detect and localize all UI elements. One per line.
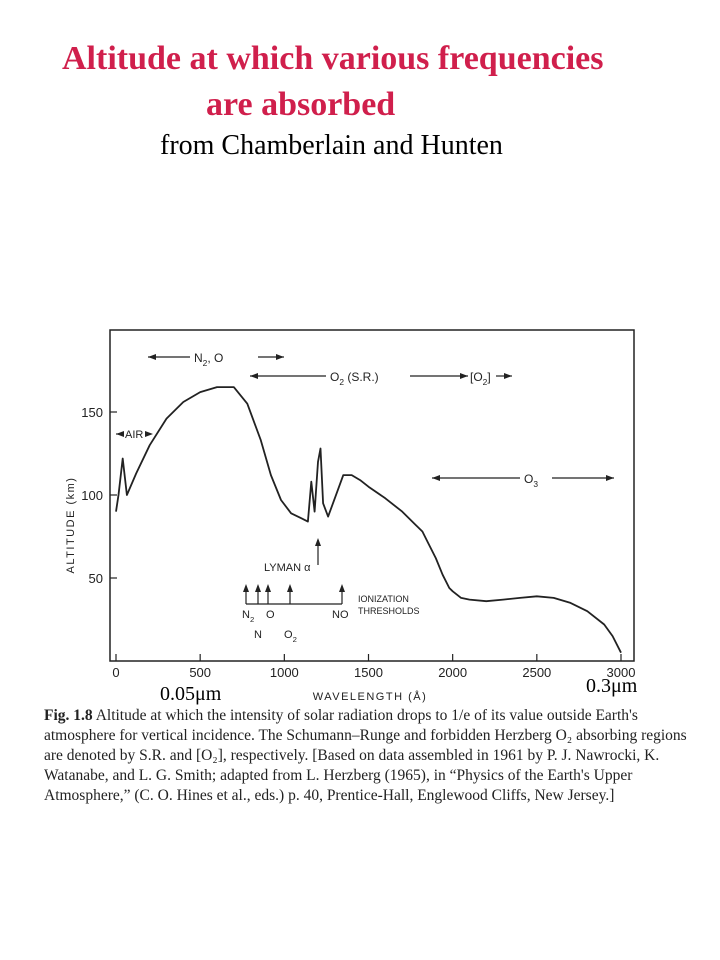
o-threshold-arrow-head [265, 584, 271, 592]
annot-o3: O3 [524, 472, 538, 489]
figure-caption: Fig. 1.8 Altitude at which the intensity… [44, 706, 694, 806]
wavelength-label-0-3um: 0.3μm [586, 675, 638, 697]
annot-threshold-n2: N2 [242, 609, 254, 624]
annot-threshold-no: NO [332, 609, 349, 621]
annot-ionization: IONIZATION [358, 594, 409, 604]
x-tick-label: 2500 [522, 665, 551, 680]
y-tick-label: 150 [81, 405, 103, 420]
annot-threshold-o2: O2 [284, 629, 297, 644]
caption-text: Altitude at which the intensity of solar… [44, 707, 687, 804]
n-threshold-arrow-head [255, 584, 261, 592]
forbidden-arrow-head-right [504, 373, 512, 379]
annot-thresholds: THRESHOLDS [358, 606, 420, 616]
o2-threshold-arrow-head [287, 584, 293, 592]
x-tick-label: 1500 [354, 665, 383, 680]
caption-label: Fig. 1.8 [44, 707, 93, 724]
o3-arrow-left-head-left [432, 475, 440, 481]
wavelength-label-0-05um: 0.05μm [160, 683, 222, 705]
page-title-line2: are absorbed [206, 86, 396, 123]
annot-n2-o: N2, O [194, 351, 223, 368]
air-arrow-left-head-left [116, 431, 124, 437]
x-tick-label: 2000 [438, 665, 467, 680]
x-tick-label: 1000 [270, 665, 299, 680]
y-tick-label: 100 [81, 488, 103, 503]
o3-arrow-right-head-right [606, 475, 614, 481]
n2o-arrow-right-head-right [276, 354, 284, 360]
x-tick-label: 0 [112, 665, 119, 680]
altitude-chart: 0 500 1000 1500 2000 2500 3000 50 100 150 WAVELENG… [65, 329, 638, 705]
annot-threshold-o: O [266, 609, 275, 621]
annot-air: AIR [125, 429, 143, 441]
lyman-arrow-head [315, 538, 321, 546]
no-threshold-arrow-head [339, 584, 345, 592]
page-subtitle: from Chamberlain and Hunten [160, 130, 503, 161]
altitude-curve [115, 386, 622, 654]
annot-forbidden-o2: [O2] [470, 370, 491, 387]
x-tick-label: 500 [189, 665, 211, 680]
annot-threshold-n: N [254, 629, 262, 641]
o2sr-arrow-left-head-left [250, 373, 258, 379]
n2o-arrow-head-left [148, 354, 156, 360]
x-tick-label: 3000 [607, 665, 636, 680]
annot-lyman-alpha: LYMAN α [264, 562, 311, 574]
o2sr-arrow-right-head-right [460, 373, 468, 379]
annot-o2-sr: O2 (S.R.) [330, 370, 379, 387]
y-axis-label: ALTITUDE (km) [65, 477, 77, 574]
page-title-line1: Altitude at which various frequencies [62, 40, 604, 77]
y-tick-label: 50 [89, 571, 103, 586]
x-axis-label: WAVELENGTH (Å) [313, 690, 428, 703]
air-arrow-right [145, 431, 153, 437]
n2-threshold-arrow-head [243, 584, 249, 592]
